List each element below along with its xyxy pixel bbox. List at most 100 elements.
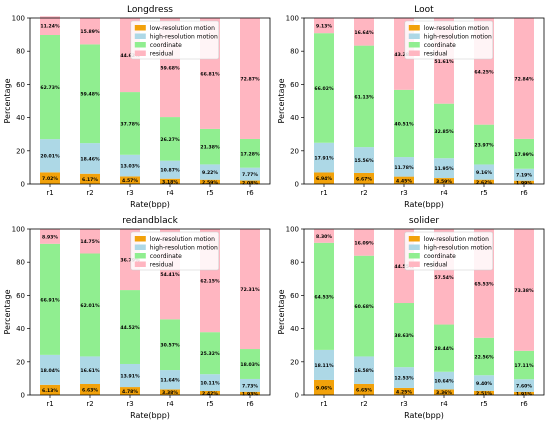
data-label: 6.63%	[82, 387, 98, 393]
bar-segment	[240, 391, 260, 395]
data-label: 11.95%	[434, 166, 454, 172]
data-label: 57.54%	[434, 275, 454, 281]
bar-segment	[80, 143, 100, 174]
chart-title: Loot	[414, 5, 434, 15]
bar-segment	[394, 89, 414, 158]
plot-frame	[303, 17, 545, 185]
bar-segment	[120, 92, 140, 155]
y-tick-label: 100	[286, 226, 299, 234]
bar-segment	[40, 354, 60, 385]
bar-segment	[354, 356, 374, 384]
data-label: 3.38%	[162, 390, 178, 396]
legend-box	[404, 231, 494, 271]
data-label: 60.68%	[354, 304, 374, 310]
bar-segment	[314, 33, 334, 143]
legend-label: low-resolution motion	[424, 236, 489, 243]
bar-segment	[314, 229, 334, 243]
x-tick-label: r4	[166, 400, 174, 408]
bar-segment	[474, 390, 494, 395]
legend-label: low-resolution motion	[150, 236, 215, 243]
legend-label: high-resolution motion	[424, 34, 492, 41]
bar-segment	[474, 375, 494, 391]
legend-swatch	[408, 253, 420, 259]
y-tick-label: 100	[12, 226, 25, 234]
legend-swatch	[408, 244, 420, 250]
legend-swatch	[134, 50, 146, 56]
data-label: 18.03%	[240, 362, 260, 368]
bar-segment	[314, 172, 334, 184]
bar-segment	[474, 179, 494, 184]
legend: low-resolution motion high-resolution mot…	[130, 20, 220, 60]
data-label: 2.08%	[242, 180, 258, 186]
legend-swatch	[408, 236, 420, 242]
bar-segment	[160, 117, 180, 161]
legend-box	[130, 20, 220, 60]
bar-segment	[200, 390, 220, 395]
bar-segment	[200, 128, 220, 165]
bar-segment	[394, 367, 414, 388]
data-label: 72.31%	[240, 287, 260, 293]
data-label: 16.58%	[354, 368, 374, 374]
bar-segment	[120, 363, 140, 388]
data-label: 1.91%	[516, 391, 532, 397]
data-label: 9.06%	[316, 385, 332, 391]
legend-swatch	[134, 25, 146, 31]
data-label: 16.09%	[354, 240, 374, 246]
data-label: 15.56%	[354, 158, 374, 164]
x-tick-label: r3	[400, 400, 407, 408]
bar-segment	[80, 173, 100, 184]
x-tick-label: r3	[400, 189, 407, 197]
data-label: 6.67%	[356, 176, 372, 182]
legend-box	[130, 231, 220, 271]
data-label: 66.02%	[314, 86, 334, 92]
y-tick-label: 60	[16, 292, 25, 300]
data-label: 17.11%	[514, 363, 534, 369]
bar-segment	[240, 18, 260, 139]
bar-segment	[354, 255, 374, 357]
chart-title: Longdress	[127, 5, 173, 15]
data-label: 23.97%	[474, 143, 494, 149]
bar-segment	[80, 383, 100, 395]
data-label: 2.62%	[476, 180, 492, 186]
data-label: 64.53%	[314, 294, 334, 300]
y-tick-label: 40	[290, 325, 299, 333]
y-tick-label: 40	[290, 114, 299, 122]
data-label: 59.48%	[80, 92, 100, 98]
bar-segment	[514, 229, 534, 351]
bar-segment	[474, 124, 494, 165]
legend-swatch	[134, 244, 146, 250]
y-tick-label: 80	[290, 48, 299, 56]
x-tick-label: r2	[86, 189, 93, 197]
data-label: 3.59%	[436, 179, 452, 185]
y-tick-label: 20	[290, 358, 299, 366]
bar-segment	[120, 154, 140, 177]
bar-segment	[80, 18, 100, 45]
data-label: 28.44%	[434, 346, 454, 352]
data-label: 1.99%	[516, 180, 532, 186]
legend-swatch	[408, 50, 420, 56]
x-tick-label: r2	[360, 189, 367, 197]
bar-segment	[40, 172, 60, 184]
data-label: 18.46%	[80, 156, 100, 162]
y-tick-label: 100	[12, 15, 25, 23]
bar-segment	[354, 45, 374, 148]
x-axis-label: Rate(bpp)	[130, 200, 170, 209]
legend-swatch	[408, 33, 420, 39]
y-axis-label: Percentage	[277, 78, 286, 123]
legend-box	[404, 20, 494, 60]
legend-swatch	[408, 42, 420, 48]
bar-segment	[160, 370, 180, 390]
x-tick-label: r3	[126, 400, 133, 408]
data-label: 6.17%	[82, 177, 98, 183]
bar-segment	[434, 178, 454, 184]
x-tick-label: r4	[440, 400, 448, 408]
y-tick-label: 0	[21, 392, 25, 400]
legend-label: residual	[424, 51, 448, 58]
bar-segment	[160, 319, 180, 371]
data-label: 44.55%	[394, 264, 414, 270]
bar-segment	[40, 384, 60, 395]
data-label: 62.15%	[200, 279, 220, 285]
data-label: 7.60%	[516, 384, 532, 390]
bar-segment	[120, 176, 140, 184]
